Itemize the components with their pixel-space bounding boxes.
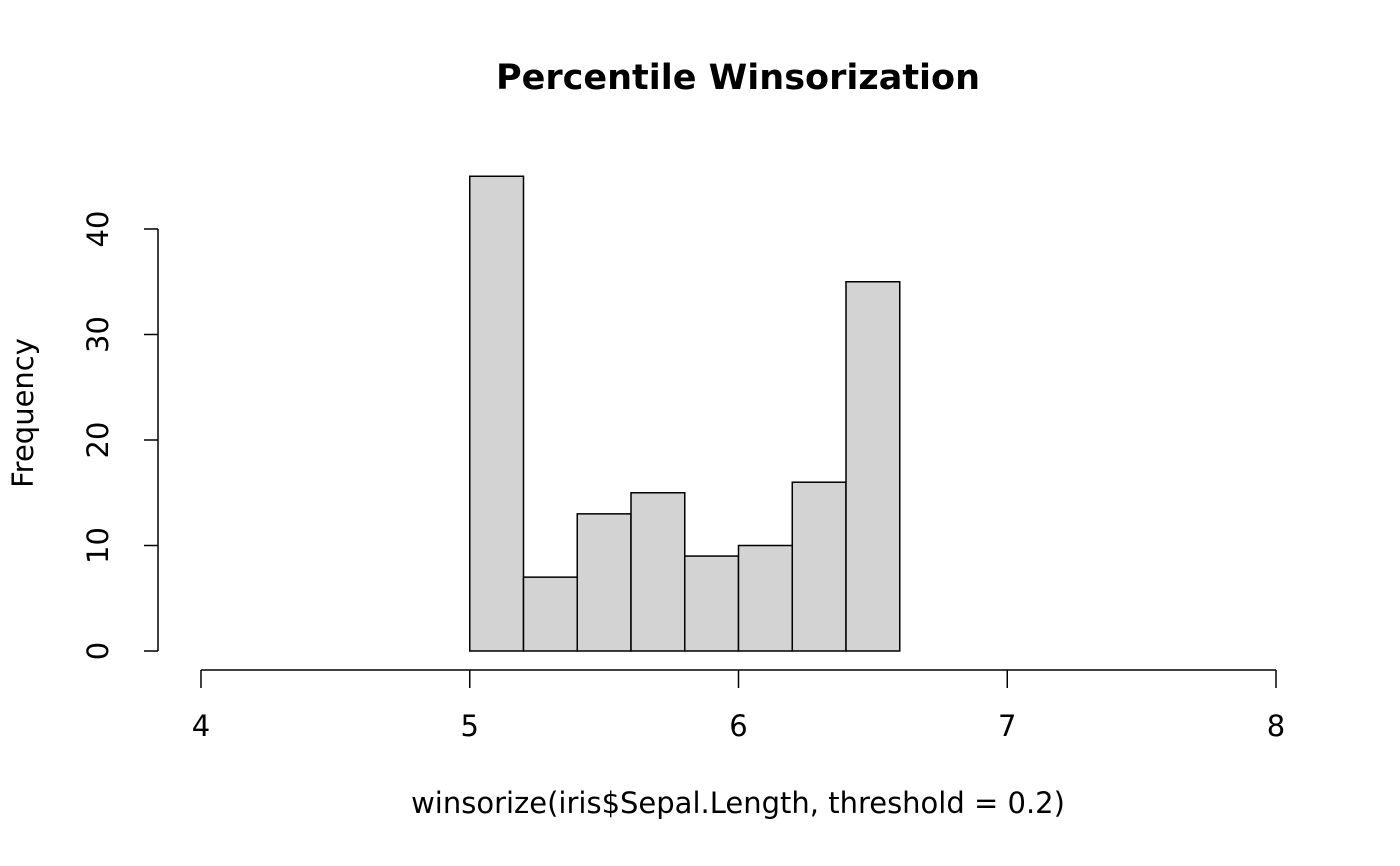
bar xyxy=(522,576,578,652)
x-tick-label: 5 xyxy=(461,709,479,743)
bar xyxy=(576,513,632,652)
chart-title: Percentile Winsorization xyxy=(496,58,980,98)
y-tick-label: 30 xyxy=(81,316,115,353)
y-axis-label: Frequency xyxy=(6,338,40,488)
bar xyxy=(737,544,793,652)
y-tick-label: 10 xyxy=(81,527,115,564)
x-tick-label: 7 xyxy=(998,709,1016,743)
x-axis-label: winsorize(iris$Sepal.Length, threshold =… xyxy=(411,786,1065,820)
bar xyxy=(469,175,525,652)
bar xyxy=(791,481,847,652)
bar xyxy=(845,281,901,652)
bar xyxy=(684,555,740,652)
bar xyxy=(630,492,686,652)
y-tick-label: 20 xyxy=(81,422,115,459)
x-tick-label: 4 xyxy=(192,709,210,743)
y-tick-label: 0 xyxy=(81,642,115,660)
x-tick-label: 8 xyxy=(1267,709,1285,743)
x-tick-label: 6 xyxy=(729,709,747,743)
y-tick-label: 40 xyxy=(81,211,115,248)
